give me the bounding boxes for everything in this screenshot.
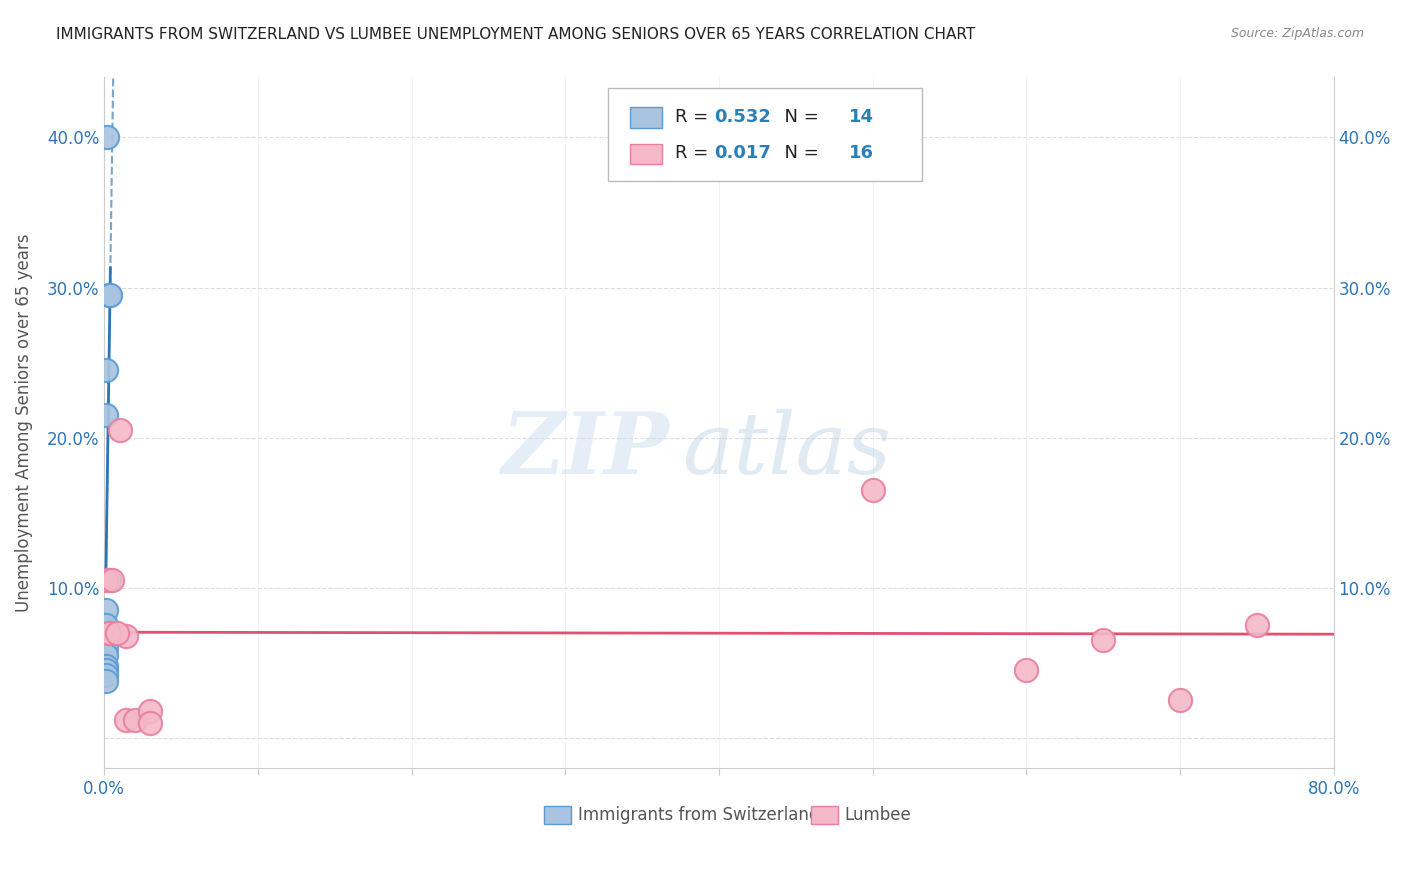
FancyBboxPatch shape bbox=[544, 805, 571, 823]
Text: ZIP: ZIP bbox=[502, 409, 669, 492]
Point bbox=[1015, 663, 1038, 677]
FancyBboxPatch shape bbox=[630, 107, 662, 128]
Point bbox=[114, 629, 136, 643]
Point bbox=[96, 130, 118, 145]
Point bbox=[97, 625, 120, 640]
Text: 14: 14 bbox=[849, 108, 875, 126]
Point bbox=[105, 625, 128, 640]
Text: Lumbee: Lumbee bbox=[845, 805, 911, 823]
Text: 0.532: 0.532 bbox=[714, 108, 770, 126]
Point bbox=[94, 640, 117, 655]
Point bbox=[94, 663, 117, 677]
FancyBboxPatch shape bbox=[630, 144, 662, 164]
Text: 0.017: 0.017 bbox=[714, 145, 770, 162]
Point bbox=[124, 713, 146, 727]
Text: atlas: atlas bbox=[682, 409, 891, 491]
Point bbox=[94, 408, 117, 422]
Point bbox=[94, 573, 117, 587]
Point bbox=[108, 423, 131, 437]
Point bbox=[94, 658, 117, 673]
Point bbox=[94, 667, 117, 681]
FancyBboxPatch shape bbox=[609, 87, 922, 181]
Point bbox=[862, 483, 884, 497]
Text: N =: N = bbox=[773, 145, 824, 162]
FancyBboxPatch shape bbox=[811, 805, 838, 823]
Point bbox=[94, 618, 117, 632]
Text: IMMIGRANTS FROM SWITZERLAND VS LUMBEE UNEMPLOYMENT AMONG SENIORS OVER 65 YEARS C: IMMIGRANTS FROM SWITZERLAND VS LUMBEE UN… bbox=[56, 27, 976, 42]
Point bbox=[97, 573, 120, 587]
Point bbox=[114, 713, 136, 727]
Point bbox=[1092, 633, 1115, 648]
Point bbox=[100, 288, 122, 302]
Text: N =: N = bbox=[773, 108, 824, 126]
Point bbox=[97, 625, 120, 640]
Point bbox=[97, 288, 120, 302]
Point bbox=[139, 715, 162, 730]
Point bbox=[94, 673, 117, 688]
Point bbox=[1168, 693, 1191, 707]
Point bbox=[1246, 618, 1268, 632]
Y-axis label: Unemployment Among Seniors over 65 years: Unemployment Among Seniors over 65 years bbox=[15, 234, 32, 612]
Text: R =: R = bbox=[675, 145, 714, 162]
Point bbox=[94, 363, 117, 377]
Text: 16: 16 bbox=[849, 145, 875, 162]
Point bbox=[94, 603, 117, 617]
Text: Source: ZipAtlas.com: Source: ZipAtlas.com bbox=[1230, 27, 1364, 40]
Text: Immigrants from Switzerland: Immigrants from Switzerland bbox=[578, 805, 818, 823]
Point bbox=[94, 648, 117, 663]
Point bbox=[139, 704, 162, 718]
Point bbox=[101, 573, 124, 587]
Text: R =: R = bbox=[675, 108, 714, 126]
